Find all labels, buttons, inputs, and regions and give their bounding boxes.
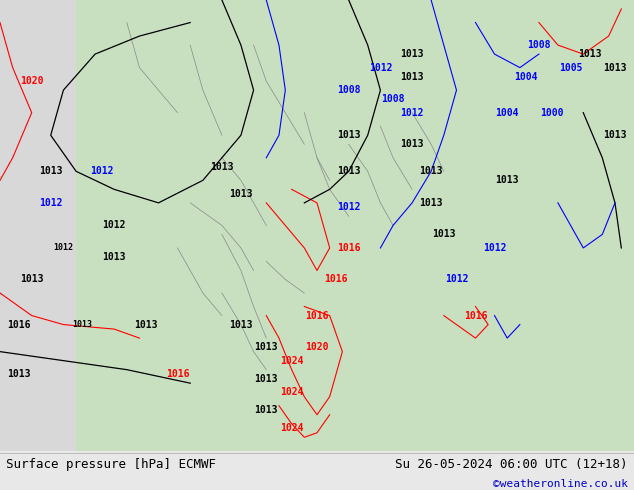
Text: 1012: 1012 bbox=[89, 166, 113, 176]
Text: 1012: 1012 bbox=[444, 274, 469, 285]
Text: 1012: 1012 bbox=[482, 243, 507, 253]
Text: Surface pressure [hPa] ECMWF: Surface pressure [hPa] ECMWF bbox=[6, 458, 216, 471]
Text: 1012: 1012 bbox=[39, 198, 63, 208]
Text: 1020: 1020 bbox=[20, 76, 44, 86]
Text: 1024: 1024 bbox=[280, 423, 304, 433]
FancyBboxPatch shape bbox=[76, 0, 634, 451]
Text: 1013: 1013 bbox=[432, 229, 456, 240]
Text: 1013: 1013 bbox=[254, 374, 278, 384]
Text: 1000: 1000 bbox=[540, 108, 564, 118]
Text: 1008: 1008 bbox=[337, 85, 361, 95]
Text: 1013: 1013 bbox=[210, 162, 234, 172]
Text: 1008: 1008 bbox=[527, 40, 551, 50]
Text: 1013: 1013 bbox=[495, 175, 519, 185]
Text: 1013: 1013 bbox=[603, 63, 627, 73]
Text: 1013: 1013 bbox=[337, 130, 361, 140]
Text: 1013: 1013 bbox=[603, 130, 627, 140]
Text: 1013: 1013 bbox=[337, 166, 361, 176]
FancyBboxPatch shape bbox=[0, 0, 76, 451]
Text: 1013: 1013 bbox=[102, 252, 126, 262]
Text: 1024: 1024 bbox=[280, 356, 304, 366]
Text: 1016: 1016 bbox=[463, 311, 488, 320]
Text: 1016: 1016 bbox=[7, 319, 31, 330]
Text: 1013: 1013 bbox=[229, 189, 253, 199]
Text: 1012: 1012 bbox=[102, 220, 126, 230]
Text: 1013: 1013 bbox=[400, 139, 424, 149]
Text: 1004: 1004 bbox=[495, 108, 519, 118]
Text: 1008: 1008 bbox=[381, 94, 405, 104]
Text: 1013: 1013 bbox=[20, 274, 44, 285]
Text: 1012: 1012 bbox=[400, 108, 424, 118]
Text: 1016: 1016 bbox=[337, 243, 361, 253]
Text: 1020: 1020 bbox=[305, 342, 329, 352]
Text: 1013: 1013 bbox=[419, 198, 443, 208]
Text: 1013: 1013 bbox=[254, 342, 278, 352]
Text: 1005: 1005 bbox=[559, 63, 583, 73]
Text: ©weatheronline.co.uk: ©weatheronline.co.uk bbox=[493, 479, 628, 489]
Text: 1013: 1013 bbox=[254, 405, 278, 415]
Text: 1013: 1013 bbox=[419, 166, 443, 176]
Text: 1016: 1016 bbox=[165, 369, 190, 379]
Text: 1012: 1012 bbox=[337, 202, 361, 212]
Text: 1013: 1013 bbox=[578, 49, 602, 59]
Text: Su 26-05-2024 06:00 UTC (12+18): Su 26-05-2024 06:00 UTC (12+18) bbox=[395, 458, 628, 471]
Text: 1012: 1012 bbox=[53, 244, 74, 252]
Text: 1024: 1024 bbox=[280, 387, 304, 397]
Text: 1016: 1016 bbox=[305, 311, 329, 320]
Text: 1013: 1013 bbox=[229, 319, 253, 330]
Text: 1004: 1004 bbox=[514, 72, 538, 82]
Text: 1013: 1013 bbox=[39, 166, 63, 176]
Text: 1013: 1013 bbox=[400, 72, 424, 82]
Text: 1013: 1013 bbox=[7, 369, 31, 379]
Text: 1013: 1013 bbox=[134, 319, 158, 330]
Text: 1013: 1013 bbox=[72, 320, 93, 329]
Text: 1013: 1013 bbox=[400, 49, 424, 59]
Text: 1016: 1016 bbox=[324, 274, 348, 285]
Text: 1012: 1012 bbox=[368, 63, 392, 73]
